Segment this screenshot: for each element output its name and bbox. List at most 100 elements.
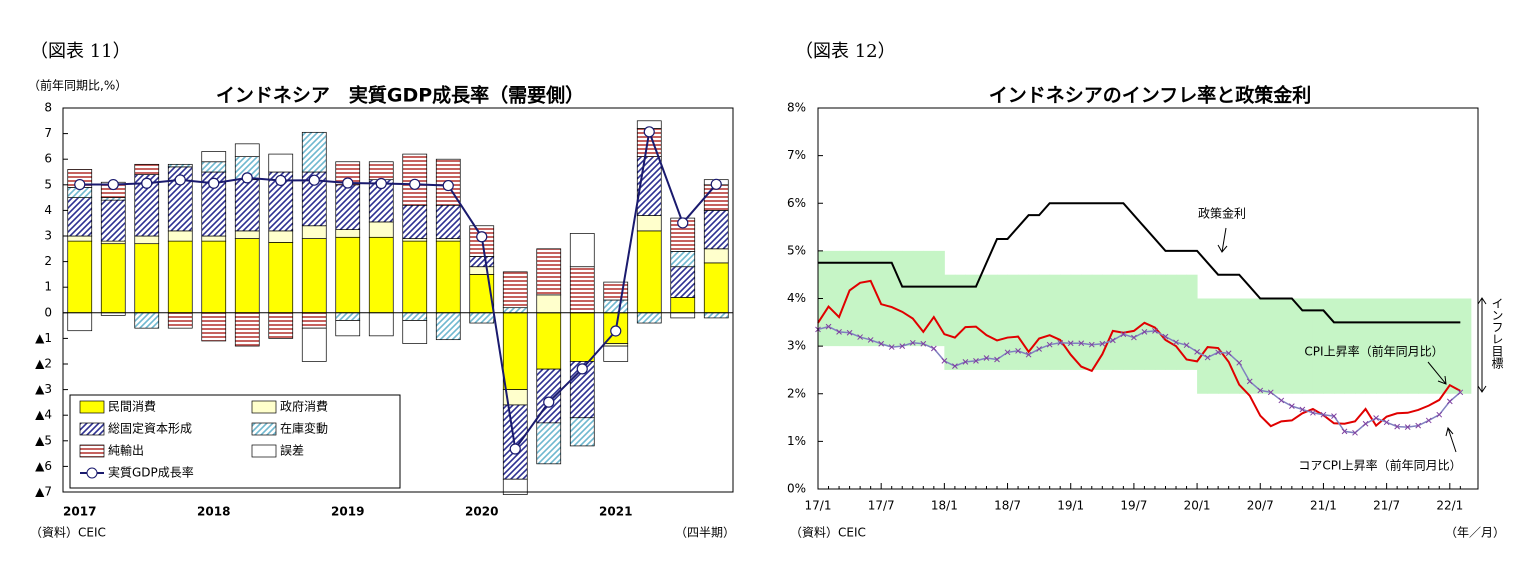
- bar-segment: [268, 242, 294, 314]
- bar-segment: [502, 312, 528, 390]
- series-marker: [899, 343, 906, 349]
- target-band: [1112, 274, 1124, 370]
- gdp-point: [342, 177, 354, 189]
- gdp-point: [174, 174, 186, 186]
- y-tick-label: 4%: [787, 291, 806, 305]
- bar-segment: [167, 240, 193, 314]
- figure-label: （図表 11）: [30, 41, 131, 62]
- bar-segment: [134, 312, 160, 329]
- series-marker: [1394, 423, 1401, 430]
- bar-segment: [100, 197, 126, 201]
- bar-segment: [368, 312, 394, 337]
- target-band: [1397, 298, 1409, 394]
- bar-segment: [636, 156, 662, 216]
- bar-segment: [201, 151, 227, 163]
- figure-label: （図表 12）: [795, 41, 896, 62]
- legend-swatch: [251, 444, 277, 458]
- bar-segment: [368, 236, 394, 314]
- bar-segment: [536, 422, 562, 465]
- band-label: インフレ目標: [1490, 297, 1504, 369]
- legend-swatch: [251, 400, 277, 414]
- target-band: [1228, 298, 1240, 394]
- target-band: [839, 250, 851, 347]
- bar-segment: [670, 266, 696, 298]
- series-marker: [1436, 411, 1443, 418]
- target-band: [1018, 274, 1030, 370]
- bar-segment: [469, 266, 495, 275]
- legend-swatch: [79, 400, 105, 414]
- bar-segment: [335, 184, 361, 230]
- series-marker: [825, 323, 832, 330]
- bar-segment: [201, 240, 227, 314]
- target-band: [1028, 274, 1040, 370]
- bar-segment: [201, 235, 227, 242]
- target-band: [975, 274, 987, 370]
- x-tick-label: 2020: [465, 505, 498, 519]
- x-tick-label: 17/1: [805, 499, 832, 513]
- bar-segment: [301, 238, 327, 314]
- series-marker: [1088, 341, 1095, 348]
- target-band: [1186, 274, 1198, 370]
- target-band: [1407, 298, 1419, 394]
- x-tick-label: 19/7: [1120, 499, 1147, 513]
- series-marker: [1288, 403, 1295, 409]
- target-band: [1123, 274, 1135, 370]
- bar-segment: [368, 161, 394, 181]
- bar-segment: [603, 345, 629, 362]
- chart-title: インドネシア 実質GDP成長率（需要側）: [216, 84, 584, 107]
- bar-segment: [134, 163, 160, 175]
- series-marker: [1109, 337, 1116, 344]
- annotation: CPI上昇率（前年同月比）: [1304, 344, 1443, 359]
- y-tick-label: 0%: [787, 482, 806, 496]
- plot-frame: [817, 107, 1479, 490]
- series-marker: [930, 345, 937, 352]
- bar-segment: [67, 235, 93, 242]
- target-band: [1281, 298, 1293, 394]
- series-marker: [1278, 397, 1285, 404]
- y-tick-label: 0: [44, 305, 52, 319]
- bar-segment: [167, 230, 193, 242]
- bar-segment: [502, 478, 528, 495]
- legend-label: 誤差: [280, 443, 304, 458]
- annotation-arrow: [1217, 227, 1228, 253]
- bar-segment: [335, 236, 361, 314]
- y-tick-label: ▲3: [35, 382, 52, 396]
- x-axis-unit: （年／月）: [1445, 526, 1505, 540]
- bar-segment: [569, 417, 595, 447]
- y-tick-label: ▲4: [35, 408, 52, 422]
- target-band: [933, 250, 945, 347]
- series-line: [817, 279, 1461, 428]
- bar-segment: [100, 243, 126, 314]
- bar-segment: [301, 312, 327, 329]
- x-tick-label: 2017: [63, 505, 96, 519]
- target-band: [891, 250, 903, 347]
- gdp-point: [375, 177, 387, 190]
- legend-marker: [86, 467, 98, 479]
- bar-segment: [268, 153, 294, 173]
- bar-segment: [67, 197, 93, 237]
- target-band: [965, 274, 977, 370]
- series-marker: [1036, 346, 1042, 352]
- bar-segment: [234, 230, 260, 239]
- y-tick-label: ▲2: [35, 357, 52, 371]
- plot-frame: [62, 107, 734, 493]
- y-tick-label: 2%: [787, 386, 806, 400]
- target-band: [1376, 298, 1388, 394]
- bar-segment: [502, 404, 528, 480]
- annotation: コアCPI上昇率（前年同月比）: [1298, 458, 1461, 473]
- series-marker: [1404, 424, 1411, 430]
- bar-segment: [368, 221, 394, 238]
- series-marker: [1225, 350, 1232, 357]
- series-marker: [1057, 339, 1064, 346]
- series-marker: [857, 334, 863, 340]
- annotation-arrow: [1445, 426, 1457, 453]
- band-bracket: [1477, 297, 1487, 393]
- target-band: [1270, 298, 1282, 394]
- y-tick-label: 5%: [787, 243, 806, 257]
- series-marker: [846, 329, 853, 336]
- series-marker: [1078, 340, 1085, 347]
- gdp-point: [275, 174, 287, 187]
- series-marker: [983, 355, 990, 361]
- target-band: [870, 250, 882, 347]
